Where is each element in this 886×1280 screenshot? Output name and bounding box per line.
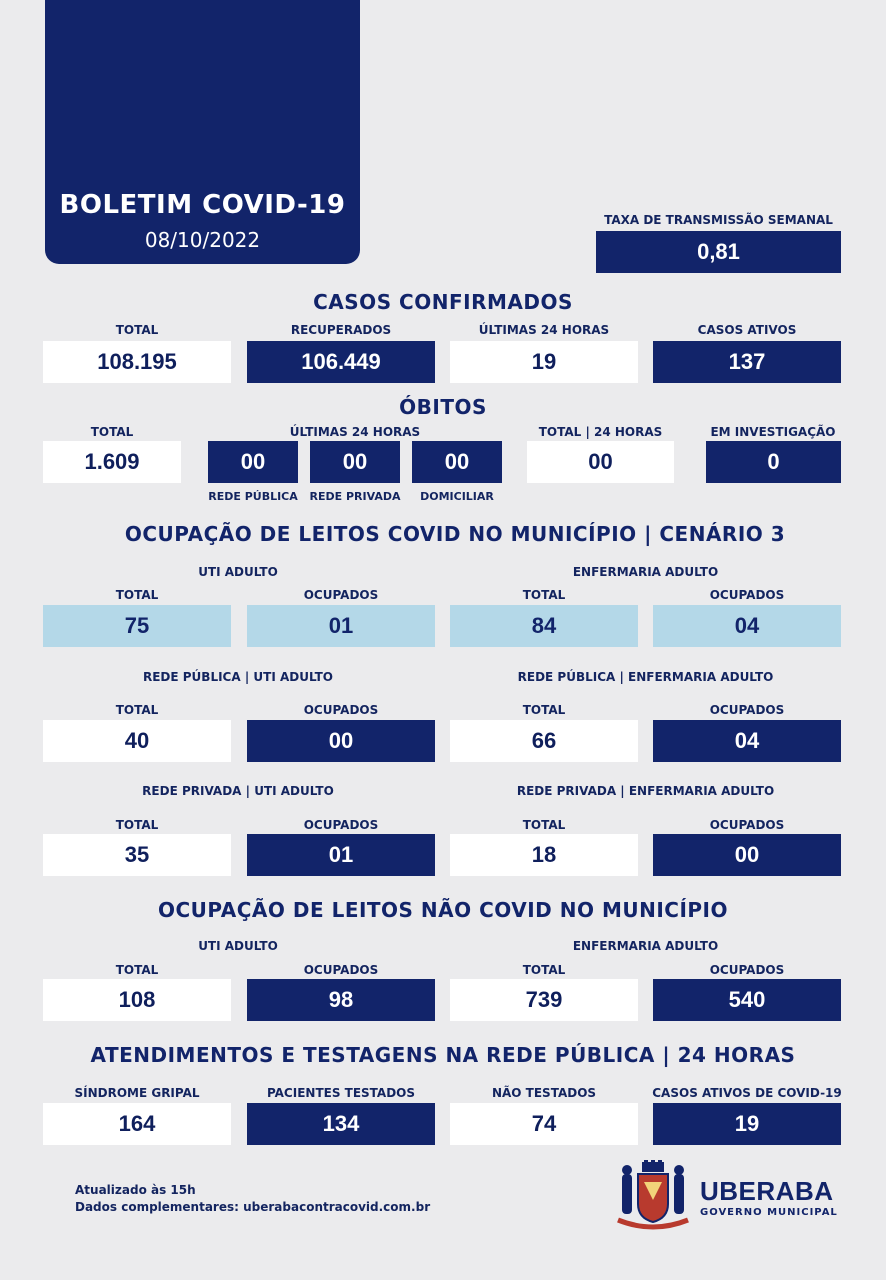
public-ward-label: REDE PÚBLICA | ENFERMARIA ADULTO — [517, 670, 774, 684]
private-ward-label: REDE PRIVADA | ENFERMARIA ADULTO — [516, 784, 775, 798]
header-card — [45, 0, 360, 264]
covid-r3-total1-label: TOTAL — [115, 818, 159, 832]
deaths-home-value: 00 — [412, 441, 502, 483]
noncovid-ward-label: ENFERMARIA ADULTO — [572, 939, 719, 953]
updated-note: Atualizado às 15h — [75, 1183, 196, 1197]
noncovid-occ1-label: OCUPADOS — [303, 963, 379, 977]
covid-ward-occupied-value: 04 — [653, 605, 841, 647]
flu-syndrome-label: SÍNDROME GRIPAL — [74, 1086, 200, 1100]
private-ward-occupied-value: 00 — [653, 834, 841, 876]
noncovid-uti-occupied-value: 98 — [247, 979, 435, 1021]
noncovid-ward-total-value: 739 — [450, 979, 638, 1021]
municipality-logo: UBERABA GOVERNO MUNICIPAL — [700, 1176, 838, 1218]
cases-24h-label: ÚLTIMAS 24 HORAS — [478, 323, 610, 337]
deaths-total-value: 1.609 — [43, 441, 181, 483]
deaths-public-label: REDE PÚBLICA — [208, 490, 298, 503]
logo-name: UBERABA — [700, 1176, 834, 1206]
logo-subtitle: GOVERNO MUNICIPAL — [700, 1207, 838, 1218]
noncovid-uti-label: UTI ADULTO — [198, 939, 278, 953]
public-ward-total-value: 66 — [450, 720, 638, 762]
cases-24h-value: 19 — [450, 341, 638, 383]
deaths-private-value: 00 — [310, 441, 400, 483]
deaths-home-label: DOMICILIAR — [420, 490, 494, 503]
covid-uti-label: UTI ADULTO — [198, 565, 278, 579]
covid-r2-occ2-label: OCUPADOS — [709, 703, 785, 717]
more-data-note: Dados complementares: uberabacontracovid… — [75, 1200, 431, 1214]
covid-r1-occ2-label: OCUPADOS — [709, 588, 785, 602]
public-uti-total-value: 40 — [43, 720, 231, 762]
private-ward-total-value: 18 — [450, 834, 638, 876]
cases-total-value: 108.195 — [43, 341, 231, 383]
cases-active-label: CASOS ATIVOS — [697, 323, 797, 337]
deaths-investigation-value: 0 — [706, 441, 841, 483]
covid-ward-label: ENFERMARIA ADULTO — [572, 565, 719, 579]
cases-recovered-value: 106.449 — [247, 341, 435, 383]
covid-r1-total2-label: TOTAL — [522, 588, 566, 602]
private-uti-label: REDE PRIVADA | UTI ADULTO — [142, 784, 334, 798]
active-covid-value: 19 — [653, 1103, 841, 1145]
private-uti-occupied-value: 01 — [247, 834, 435, 876]
covid-r1-occ1-label: OCUPADOS — [303, 588, 379, 602]
bulletin-title: BOLETIM COVID-19 — [59, 190, 346, 220]
cases-total-label: TOTAL — [115, 323, 159, 337]
covid-r3-occ2-label: OCUPADOS — [709, 818, 785, 832]
covid-r2-occ1-label: OCUPADOS — [303, 703, 379, 717]
deaths-24h-label: ÚLTIMAS 24 HORAS — [289, 425, 421, 439]
noncovid-occ2-label: OCUPADOS — [709, 963, 785, 977]
private-uti-total-value: 35 — [43, 834, 231, 876]
noncovid-ward-occupied-value: 540 — [653, 979, 841, 1021]
public-ward-occupied-value: 04 — [653, 720, 841, 762]
covid-r1-total1-label: TOTAL — [115, 588, 159, 602]
transmission-rate-label: TAXA DE TRANSMISSÃO SEMANAL — [604, 213, 833, 227]
non-covid-beds-heading: OCUPAÇÃO DE LEITOS NÃO COVID NO MUNICÍPI… — [158, 898, 728, 922]
public-uti-occupied-value: 00 — [247, 720, 435, 762]
deaths-heading: ÓBITOS — [399, 395, 487, 419]
noncovid-total1-label: TOTAL — [115, 963, 159, 977]
bulletin-date: 08/10/2022 — [144, 228, 261, 252]
noncovid-total2-label: TOTAL — [522, 963, 566, 977]
public-uti-label: REDE PÚBLICA | UTI ADULTO — [142, 670, 333, 684]
covid-r2-total1-label: TOTAL — [115, 703, 159, 717]
footer-notes: Atualizado às 15h Dados complementares: … — [75, 1182, 430, 1216]
attendance-heading: ATENDIMENTOS E TESTAGENS NA REDE PÚBLICA… — [90, 1043, 796, 1067]
covid-uti-total-value: 75 — [43, 605, 231, 647]
cases-recovered-label: RECUPERADOS — [290, 323, 392, 337]
coat-of-arms-icon — [617, 1160, 689, 1230]
deaths-investigation-label: EM INVESTIGAÇÃO — [710, 425, 836, 439]
deaths-public-value: 00 — [208, 441, 298, 483]
not-tested-value: 74 — [450, 1103, 638, 1145]
covid-r3-occ1-label: OCUPADOS — [303, 818, 379, 832]
cases-active-value: 137 — [653, 341, 841, 383]
flu-syndrome-value: 164 — [43, 1103, 231, 1145]
transmission-rate-value: 0,81 — [596, 231, 841, 273]
covid-r3-total2-label: TOTAL — [522, 818, 566, 832]
noncovid-uti-total-value: 108 — [43, 979, 231, 1021]
deaths-total24-value: 00 — [527, 441, 674, 483]
covid-uti-occupied-value: 01 — [247, 605, 435, 647]
tested-label: PACIENTES TESTADOS — [266, 1086, 416, 1100]
deaths-private-label: REDE PRIVADA — [309, 490, 401, 503]
deaths-total-label: TOTAL — [90, 425, 134, 439]
covid-ward-total-value: 84 — [450, 605, 638, 647]
active-covid-label: CASOS ATIVOS DE COVID-19 — [652, 1086, 842, 1100]
deaths-total24-label: TOTAL | 24 HORAS — [538, 425, 663, 439]
confirmed-cases-heading: CASOS CONFIRMADOS — [313, 290, 573, 314]
tested-value: 134 — [247, 1103, 435, 1145]
covid-r2-total2-label: TOTAL — [522, 703, 566, 717]
not-tested-label: NÃO TESTADOS — [491, 1086, 597, 1100]
covid-beds-heading: OCUPAÇÃO DE LEITOS COVID NO MUNICÍPIO | … — [124, 522, 786, 546]
